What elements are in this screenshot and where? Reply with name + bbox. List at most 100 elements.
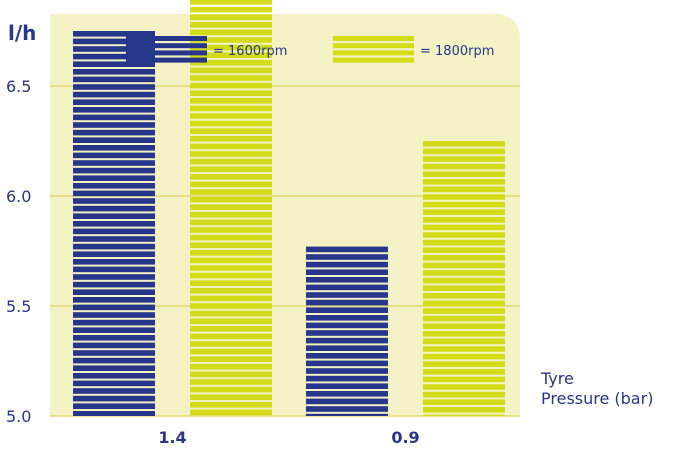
bar-stripe [190,318,272,324]
bar-stripe [423,285,505,291]
bar-stripe [73,46,155,52]
bar-stripe [423,414,505,416]
legend-swatch [333,50,414,56]
legend-swatch [333,43,414,49]
bar-stripe [190,250,272,256]
bar-stripe [190,257,272,264]
bar-stripe [190,0,272,5]
bar-stripe [73,145,155,151]
bar-stripe [190,409,272,416]
bar-stripe [73,373,155,379]
legend-item: = 1800rpm [333,36,494,63]
bar-stripe [73,198,155,204]
bar-stripe [190,204,272,210]
bar-stripe [190,234,272,241]
bar-stripe [190,90,272,96]
bar-stripe [73,205,155,212]
bar-stripe [423,376,505,383]
bar-stripe [423,255,505,261]
bar-stripe [190,143,272,150]
bar-stripe [423,186,505,193]
bar-stripe [306,322,388,329]
bar-stripe [73,152,155,159]
bar-stripe [190,295,272,302]
bar-stripe [190,288,272,294]
bar-stripe [73,236,155,242]
plot-background [50,14,520,416]
bar-stripe [306,413,388,416]
legend-swatch [126,43,207,49]
bar-stripe [190,272,272,279]
bar-stripe [190,75,272,81]
bar-stripe [190,37,272,43]
bar-stripe [73,342,155,349]
bar-stripe [190,348,272,355]
bar-stripe [423,217,505,223]
bar-stripe [190,151,272,157]
bar-stripe [190,113,272,119]
bar-stripe [190,386,272,393]
bar-stripe [73,319,155,326]
bar-stripe [73,137,155,143]
bar-stripe [190,98,272,104]
bar-stripe [423,141,505,147]
bar-stripe [423,315,505,322]
bar-stripe [306,330,388,336]
bar-stripe [190,44,272,51]
bar-stripe [423,399,505,405]
bar-stripe [306,315,388,321]
legend-swatch [333,57,414,63]
bar-stripe [423,262,505,269]
bar-stripe [190,174,272,180]
bar-stripe [190,181,272,188]
bar-stripe [306,269,388,275]
bar-stripe [423,201,505,208]
bar-stripe [73,69,155,75]
bar-stripe [73,365,155,371]
bar-stripe [423,224,505,231]
bar-stripe [73,395,155,402]
bar-stripe [73,274,155,280]
bar-stripe [306,368,388,374]
bar-stripe [190,105,272,112]
bar-stripe [73,167,155,174]
bar-stripe [73,251,155,257]
bar-stripe [306,360,388,367]
bar-stripe [306,337,388,344]
bar-stripe [190,394,272,400]
bar-stripe [73,327,155,333]
bar-stripe [190,29,272,36]
bar-stripe [190,227,272,233]
bar-stripe [306,307,388,313]
bar-stripe [73,221,155,227]
bar-stripe [306,261,388,268]
legend-swatch [333,36,414,41]
bar-stripe [190,22,272,28]
bar-stripe [73,122,155,128]
legend-label: = 1600rpm [213,44,287,59]
bar-stripe [73,281,155,288]
bar [306,246,388,416]
bar [73,31,155,416]
bar-stripe [306,391,388,397]
bar-stripe [73,304,155,311]
bar-stripe [423,300,505,307]
bar [190,0,272,416]
bar-stripe [423,369,505,375]
bar-stripe [73,107,155,113]
bar-stripe [423,232,505,238]
bar-stripe [190,333,272,340]
bar-stripe [423,270,505,276]
bar-stripe [73,99,155,105]
bar-stripe [73,243,155,250]
bar-stripe [306,383,388,389]
bar-stripe [73,289,155,295]
bar-stripe [73,213,155,219]
bar-stripe [73,183,155,189]
bar-stripe [190,60,272,66]
bar-stripe [423,156,505,162]
bar-stripe [190,379,272,385]
y-tick-label: 6.5 [6,77,31,96]
y-axis: 5.05.56.06.57.07.58.0 [6,77,31,426]
bar-stripe [423,407,505,413]
